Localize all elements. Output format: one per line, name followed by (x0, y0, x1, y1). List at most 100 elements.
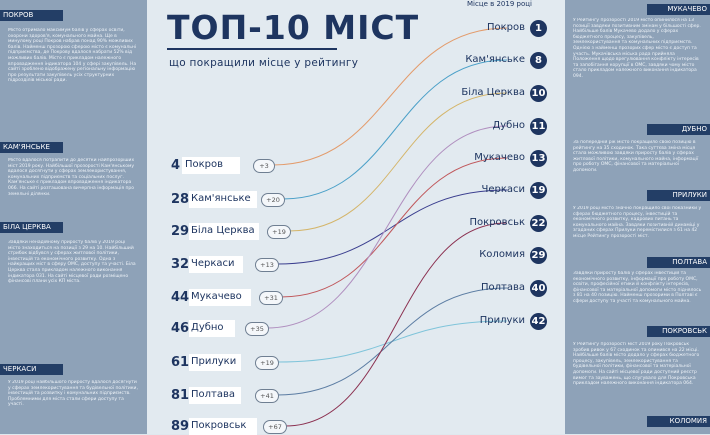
city-name: Черкаси (481, 184, 525, 195)
rank-badge: 13 (530, 150, 547, 167)
rank-badge: 1 (530, 20, 547, 37)
city-name: Прилуки (191, 356, 237, 367)
connector-line (276, 189, 508, 265)
section-header: ПОКРОВСЬК (647, 326, 710, 337)
right-panel: МУКАЧЕВО У Рейтингу прозорості 2019 міст… (565, 0, 710, 434)
rank-prev-cherkasy: 32 Черкаси +13 (171, 256, 311, 273)
rank-prev-dubno: 46 Дубно +35 (171, 320, 311, 337)
change-badge: +35 (245, 322, 269, 336)
prev-rank: 61 (171, 355, 190, 370)
city-name: Мукачево (191, 291, 242, 302)
change-badge: +41 (255, 389, 279, 403)
city-bar (189, 191, 257, 208)
section-bila-tserkva: БІЛА ЦЕРКВА Завдяки ненадійному приросту… (0, 220, 147, 355)
section-header: ЧЕРКАСИ (0, 364, 63, 375)
section-header: КОЛОМИЯ (647, 416, 710, 427)
connector-line (282, 59, 508, 200)
rank-badge: 10 (530, 85, 547, 102)
left-panel: ПОКРОВ Місто отримало максимум балів у с… (0, 0, 147, 434)
city-name: Покровськ (191, 420, 247, 431)
connector-line (276, 287, 508, 396)
city-name: Коломия (479, 249, 525, 260)
change-badge: +67 (263, 420, 287, 434)
city-name: Кам'янське (465, 54, 525, 65)
rank-badge: 8 (530, 52, 547, 69)
prev-rank: 81 (171, 388, 190, 403)
rank-prev-poltava: 81 Полтава +41 (171, 387, 311, 404)
section-header: БІЛА ЦЕРКВА (0, 222, 63, 233)
rank-badge: 11 (530, 118, 547, 135)
section-text: У Рейтингу прозорості 2019 місто опинило… (573, 18, 701, 79)
section-text: Завдяки приросту балів у сферах інвестиц… (573, 271, 702, 304)
section-cherkasy: ЧЕРКАСИ У 2019 році найбільшого приросту… (0, 360, 147, 434)
section-dubno: ДУБНО За попередній рік місто покращило … (565, 120, 710, 188)
city-name: Біла Церква (461, 87, 525, 98)
city-name: Дубно (191, 322, 224, 333)
section-mukachevo: МУКАЧЕВО У Рейтингу прозорості 2019 міст… (565, 0, 710, 112)
city-bar (189, 354, 241, 371)
prev-rank: 4 (171, 158, 181, 173)
prev-rank: 89 (171, 419, 190, 434)
city-bar (189, 320, 235, 337)
rank-badge: 22 (530, 215, 547, 232)
connector-line (288, 92, 508, 232)
city-name: Біла Церква (191, 225, 255, 236)
rank-badge: 29 (530, 247, 547, 264)
section-text: У 2019 році найбільшого приросту вдалося… (8, 380, 138, 408)
section-text: Завдяки ненадійному приросту балів у 201… (8, 240, 136, 285)
rank-2019-pokrovsk: Покровськ 22 (447, 215, 547, 232)
rank-2019-poltava: Полтава 40 (447, 280, 547, 297)
rank-2019-pryluky: Прилуки 42 (447, 313, 547, 330)
section-poltava: ПОЛТАВА Завдяки приросту балів у сферах … (565, 253, 710, 323)
section-kolomyia: КОЛОМИЯ (565, 412, 710, 434)
prev-rank: 29 (171, 224, 190, 239)
connection-curves (266, 27, 508, 427)
city-name: Покров (185, 159, 224, 170)
rank-prev-kamianske: 28 Кам'янське +20 (171, 191, 311, 208)
section-kamianske: КАМ'ЯНСЬКЕ Місто вдалося потрапити до де… (0, 138, 147, 220)
rank-2019-dubno: Дубно 11 (447, 118, 547, 135)
rank-prev-pokrovsk: 89 Покровськ +67 (171, 418, 321, 435)
city-name: Черкаси (191, 258, 235, 269)
rank-2019-kamianske: Кам'янське 8 (447, 52, 547, 69)
change-badge: +13 (255, 258, 279, 272)
city-bar (189, 387, 241, 404)
rank-prev-pryluky: 61 Прилуки +19 (171, 354, 311, 371)
city-bar (189, 289, 251, 306)
city-bar (189, 418, 257, 435)
section-header: МУКАЧЕВО (647, 4, 710, 15)
rank-2019-cherkasy: Черкаси 19 (447, 182, 547, 199)
rank-badge: 42 (530, 313, 547, 330)
rank-prev-mukachevo: 44 Мукачево +31 (171, 289, 311, 306)
section-header: ПОЛТАВА (647, 257, 710, 268)
place-column-header: Місце в 2019 році (467, 0, 532, 8)
change-badge: +19 (267, 225, 291, 239)
section-header: ДУБНО (647, 124, 710, 135)
rank-prev-bila-tserkva: 29 Біла Церква +19 (171, 223, 321, 240)
city-name: Кам'янське (191, 193, 251, 204)
change-badge: +3 (253, 159, 275, 173)
city-name: Полтава (191, 389, 236, 400)
connector-line (280, 157, 508, 298)
section-text: У 2019 році місто значно покращило свої … (573, 206, 702, 239)
city-name: Прилуки (479, 315, 525, 326)
change-badge: +19 (255, 356, 279, 370)
section-text: Місто отримало максимум балів у сферах о… (8, 28, 137, 84)
title-underline (167, 48, 337, 50)
section-pokrov: ПОКРОВ Місто отримало максимум балів у с… (0, 0, 147, 120)
change-badge: +31 (259, 291, 283, 305)
section-header: КАМ'ЯНСЬКЕ (0, 142, 63, 153)
change-badge: +20 (261, 193, 285, 207)
city-bar (189, 256, 243, 273)
city-name: Полтава (480, 282, 525, 293)
prev-rank: 44 (171, 290, 190, 305)
city-bar (182, 157, 240, 174)
city-name: Покровськ (469, 217, 525, 228)
city-name: Покров (486, 22, 525, 33)
section-text: За попередній рік місто покращило свою п… (573, 140, 699, 173)
rank-prev-pokrov: 4 Покров +3 (171, 157, 291, 174)
prev-rank: 46 (171, 321, 190, 336)
rank-2019-kolomyia: Коломия 29 (447, 247, 547, 264)
rank-2019-mukachevo: Мукачево 13 (447, 150, 547, 167)
page-subtitle: що покращили місце у рейтингу (169, 57, 359, 69)
